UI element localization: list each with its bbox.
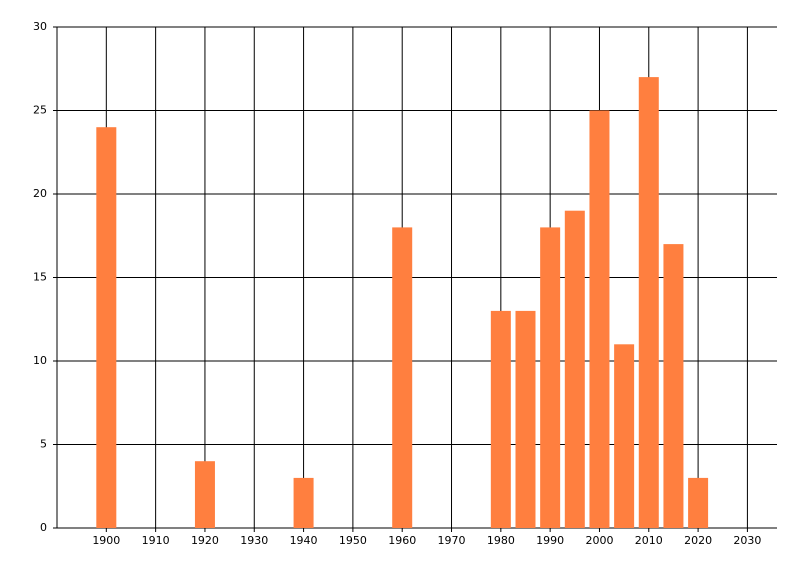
x-tick-label: 1920 (191, 534, 219, 547)
bar (564, 210, 585, 528)
x-tick-label: 2020 (684, 534, 712, 547)
bar (293, 477, 314, 528)
x-tick-label: 1990 (536, 534, 564, 547)
bar (614, 344, 635, 528)
y-tick-label: 0 (40, 521, 47, 534)
y-tick-label: 30 (33, 20, 47, 33)
y-tick-label: 5 (40, 438, 47, 451)
bar (589, 110, 610, 528)
x-tick-label: 1950 (339, 534, 367, 547)
x-tick-label: 1900 (92, 534, 120, 547)
x-tick-label: 2010 (635, 534, 663, 547)
y-tick-label: 25 (33, 104, 47, 117)
y-tick-label: 10 (33, 354, 47, 367)
y-tick-label: 15 (33, 271, 47, 284)
x-tick-label: 1940 (290, 534, 318, 547)
x-tick-label: 1960 (388, 534, 416, 547)
x-tick-label: 2030 (733, 534, 761, 547)
bar (490, 310, 511, 528)
x-tick-label: 1980 (487, 534, 515, 547)
y-tick-label: 20 (33, 187, 47, 200)
bar (688, 477, 709, 528)
bar (663, 244, 684, 528)
x-tick-label: 1970 (438, 534, 466, 547)
x-tick-label: 2000 (585, 534, 613, 547)
bar (638, 77, 659, 528)
x-tick-label: 1930 (240, 534, 268, 547)
x-tick-label: 1910 (142, 534, 170, 547)
bar (96, 127, 117, 528)
bar (392, 227, 413, 528)
bar (194, 461, 215, 528)
bar (540, 227, 561, 528)
bar (515, 310, 536, 528)
